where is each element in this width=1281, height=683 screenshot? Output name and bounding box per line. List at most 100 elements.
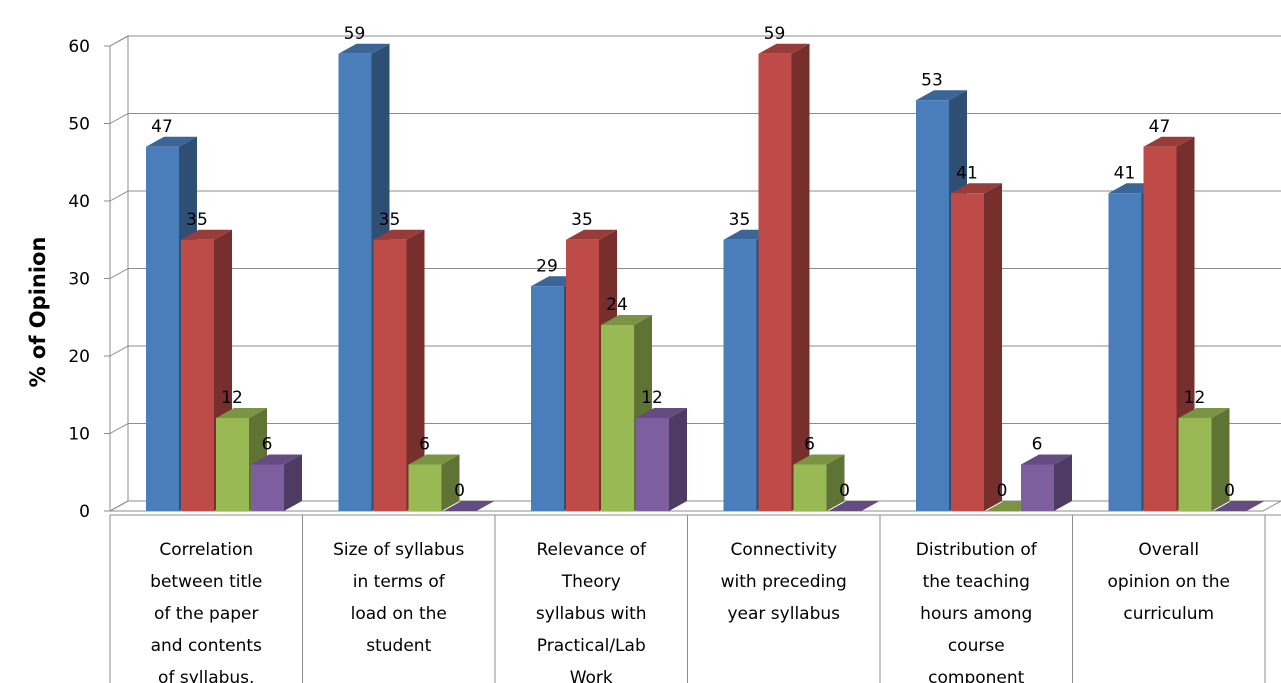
gridline-side xyxy=(109,345,129,357)
y-axis-ticks: 0 10 20 30 40 50 60 xyxy=(68,37,90,522)
category-label: with preceding xyxy=(721,572,847,592)
bar xyxy=(758,43,810,511)
category-label: Distribution of xyxy=(916,540,1038,560)
bar-front xyxy=(338,53,372,511)
gridline-side xyxy=(109,500,129,512)
gridline-side xyxy=(109,268,129,279)
bar xyxy=(793,454,845,511)
bar-front xyxy=(636,418,669,511)
bar-front xyxy=(916,100,949,511)
category-label: Relevance of xyxy=(536,540,647,560)
data-label: 41 xyxy=(956,163,978,183)
bar-front xyxy=(1108,193,1142,511)
bar-top xyxy=(408,454,460,465)
bar-side xyxy=(1054,454,1072,511)
category-label: curriculum xyxy=(1123,604,1214,624)
data-label: 41 xyxy=(1114,163,1136,183)
bars xyxy=(146,43,1265,511)
data-labels: 47 35 12 6 59 35 6 0 29 35 24 12 35 59 6 0 53 41 0 6 41 47 12 0 xyxy=(151,24,1235,501)
gridline-side xyxy=(109,113,129,124)
bar-top xyxy=(601,315,652,325)
category-label: syllabus with xyxy=(536,604,647,624)
gridlines xyxy=(104,35,1281,512)
bar-top xyxy=(1178,408,1230,418)
bar-top xyxy=(793,454,845,465)
category-label: hours among xyxy=(920,604,1032,624)
category-label: Size of syllabus xyxy=(333,540,464,560)
gridline-side xyxy=(109,190,129,202)
bar xyxy=(1021,454,1072,511)
data-label: 47 xyxy=(151,117,173,137)
data-label: 53 xyxy=(921,70,943,90)
category-table: Correlation between title of the paper and … xyxy=(109,514,1281,683)
bar xyxy=(828,501,880,511)
data-label: 6 xyxy=(419,435,430,455)
data-label: 35 xyxy=(571,210,593,230)
category-label: between title xyxy=(150,572,262,592)
category-label: Theory xyxy=(561,572,621,592)
data-label: 59 xyxy=(764,24,786,44)
data-label: 24 xyxy=(606,295,628,315)
category-label: opinion on the xyxy=(1108,572,1230,592)
bar-top xyxy=(146,136,197,147)
category-label: component xyxy=(928,668,1025,683)
bar-front xyxy=(793,464,827,511)
bar-front xyxy=(408,464,442,511)
data-label: 12 xyxy=(1184,388,1206,408)
bar-top xyxy=(828,501,880,511)
category-label: the teaching xyxy=(923,572,1030,592)
bar-front xyxy=(181,239,214,511)
bar-side xyxy=(826,454,845,511)
bar-front xyxy=(1178,418,1212,511)
bar-top xyxy=(566,229,617,240)
bar-side xyxy=(984,183,1002,511)
category-label: Work xyxy=(570,668,613,683)
category-label: year syllabus xyxy=(727,604,840,624)
bar-front xyxy=(146,146,179,511)
bar xyxy=(338,43,390,511)
category-label: and contents xyxy=(151,636,262,656)
y-tick-label: 30 xyxy=(68,270,90,290)
data-label: 47 xyxy=(1149,117,1171,137)
category-label: course xyxy=(948,636,1005,656)
category-label: of the paper xyxy=(154,604,259,624)
bar-top xyxy=(216,408,267,418)
bar-front xyxy=(373,239,407,511)
bar-top xyxy=(916,90,967,101)
data-label: 6 xyxy=(1032,435,1043,455)
data-label: 35 xyxy=(729,210,751,230)
bar-top xyxy=(338,43,390,54)
y-tick-label: 40 xyxy=(68,192,90,212)
bar-side xyxy=(406,229,425,511)
bar xyxy=(251,454,302,511)
bar xyxy=(408,454,460,511)
gridline-side xyxy=(109,423,129,434)
bar-front xyxy=(566,239,599,511)
y-tick-label: 60 xyxy=(68,37,90,57)
y-tick-label: 0 xyxy=(79,502,90,522)
bar-top xyxy=(181,229,232,240)
bar-front xyxy=(758,53,792,511)
category-label: in terms of xyxy=(353,572,446,592)
category-label: Practical/Lab xyxy=(537,636,646,656)
bar-top xyxy=(1213,501,1265,511)
bar-front xyxy=(251,464,284,511)
data-label: 35 xyxy=(379,210,401,230)
bar-front xyxy=(951,193,984,511)
data-label: 6 xyxy=(262,435,273,455)
bar-front xyxy=(1021,464,1054,511)
chart-walls xyxy=(108,35,1281,512)
bar-side xyxy=(791,43,810,511)
data-label: 29 xyxy=(536,256,558,276)
category-label: Overall xyxy=(1138,540,1199,560)
bar xyxy=(443,501,495,511)
bar xyxy=(1178,408,1230,511)
bar-front xyxy=(531,286,564,511)
bar xyxy=(373,229,425,511)
data-label: 12 xyxy=(221,388,243,408)
category-label: load on the xyxy=(351,604,447,624)
bar-top xyxy=(951,183,1002,194)
bar-top xyxy=(1143,136,1195,147)
bar-front xyxy=(1143,146,1177,511)
y-tick-label: 50 xyxy=(68,115,90,135)
